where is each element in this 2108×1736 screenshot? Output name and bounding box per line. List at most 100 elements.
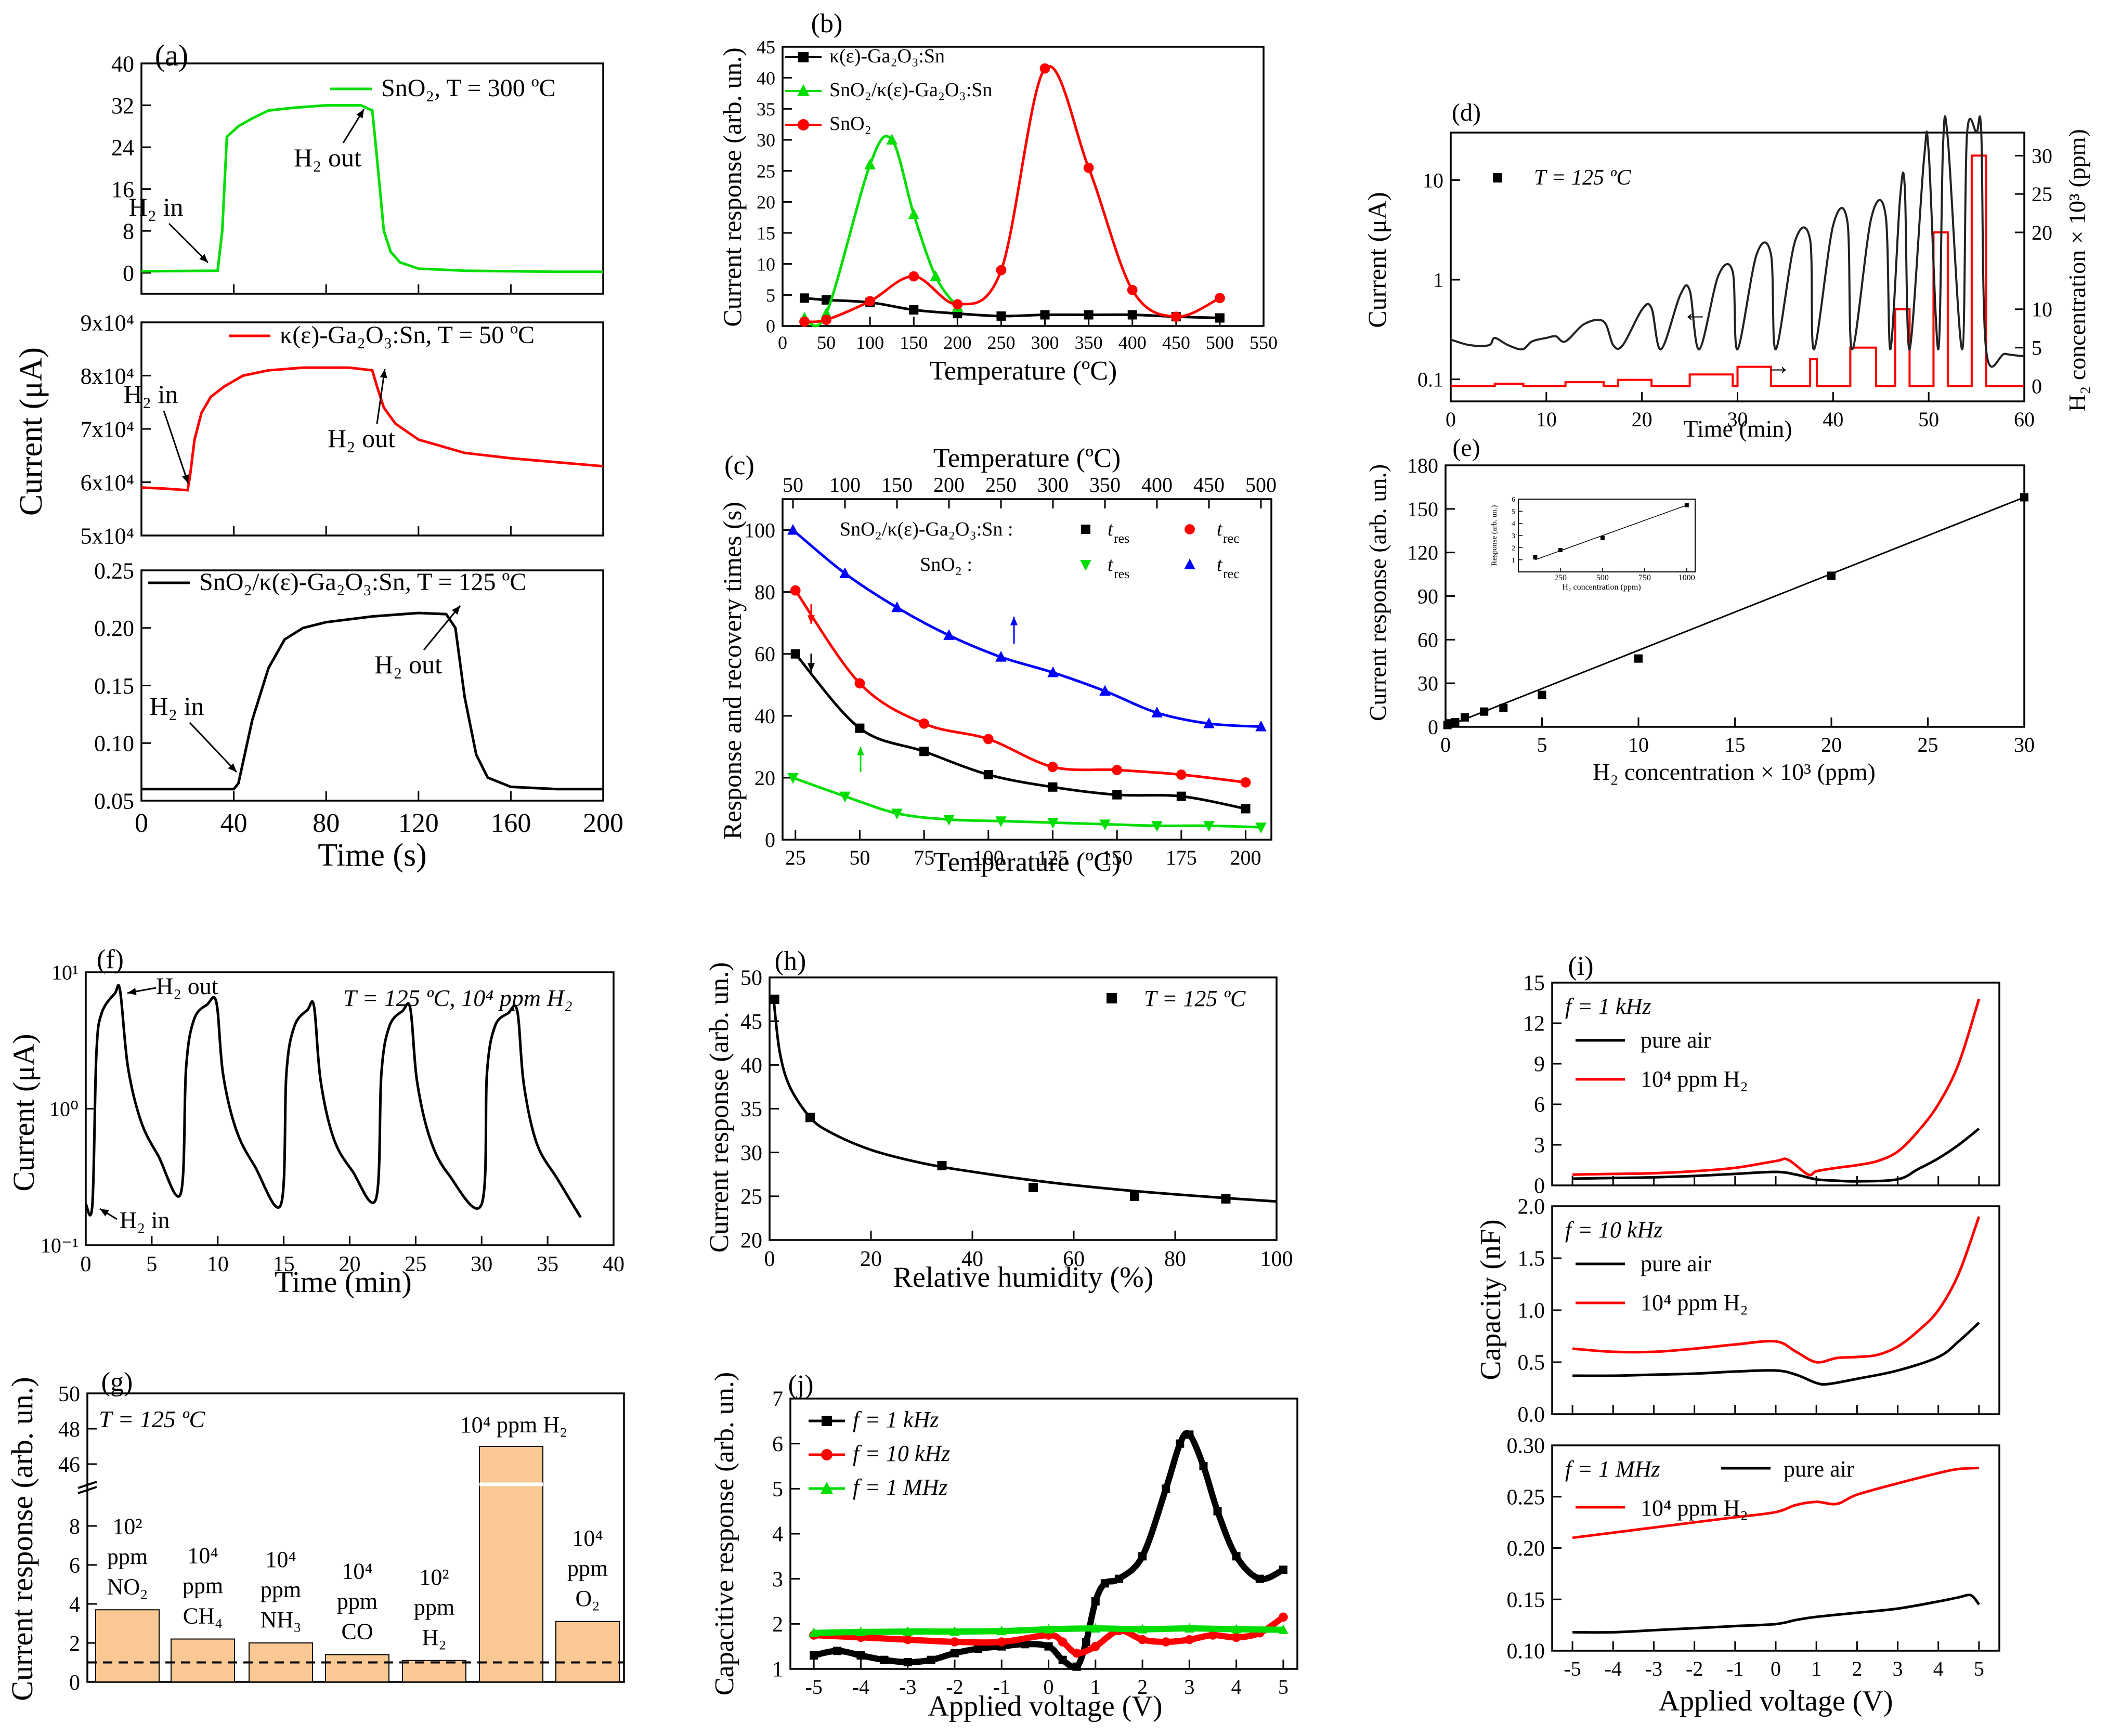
legend-group-label: SnO₂ : (920, 554, 972, 576)
y-tick-label: 10⁰ (49, 1098, 79, 1121)
x-tick-label: -1 (1726, 1657, 1743, 1680)
y-tick-label: 15 (757, 223, 775, 244)
data-point (1827, 571, 1836, 580)
data-point (790, 585, 801, 596)
y-tick-label: 35 (757, 99, 775, 120)
x-tick-label: 25 (405, 1252, 426, 1276)
y-tick-label: 16 (111, 177, 134, 202)
plot-frame-f (85, 971, 615, 1246)
data-point (1241, 804, 1251, 814)
x-tick-label: 30 (2014, 733, 2035, 756)
legend-label: SnO₂, T = 300 ºC (381, 74, 556, 102)
annotation-h2-in: H₂ in (150, 691, 204, 721)
y-tick-label: 60 (754, 643, 775, 666)
y-tick-label: 120 (1407, 541, 1438, 565)
x-tick-label: 80 (313, 808, 340, 838)
x-tick-label: -5 (1564, 1657, 1581, 1680)
series-line (1572, 1127, 1980, 1183)
inset-y-tick-label: 2 (1512, 544, 1515, 552)
x-tick-label: 2 (1137, 1675, 1148, 1699)
x-tick-label: 150 (1101, 846, 1133, 869)
y-tick-label: 0.0 (1518, 1403, 1545, 1427)
data-point (839, 567, 851, 578)
legend-label: 10⁴ ppm H₂ (1641, 1066, 1748, 1092)
y-tick-label: 30 (1417, 672, 1438, 695)
x-tick-label: 40 (961, 1247, 983, 1271)
x-tick-label: 400 (1118, 332, 1147, 353)
legend-subscript: res (1114, 566, 1129, 581)
x-tick-label: 10 (1628, 733, 1649, 756)
x-tick-label: 200 (943, 332, 971, 353)
panel-label-h: (h) (775, 946, 806, 976)
bar-category-label: O₂ (575, 1586, 600, 1611)
data-point (1082, 1638, 1090, 1646)
annotation-arrow (423, 605, 461, 650)
y-tick-label: 0.30 (1507, 1434, 1545, 1458)
series-line (141, 366, 604, 492)
top-x-tick-label: 300 (1037, 473, 1069, 497)
y-right-tick-label: 0 (2032, 374, 2042, 398)
y-tick-label: 0 (1428, 715, 1438, 739)
y-tick-label: 2.0 (1518, 1195, 1545, 1219)
data-point (1058, 1655, 1067, 1664)
bar-category-label: ppm (183, 1573, 223, 1599)
y-tick-label: 45 (757, 37, 775, 58)
fit-line (1445, 497, 2025, 728)
annotation-h2-out: H₂ out (156, 973, 218, 999)
data-point (950, 1637, 959, 1647)
legend-label: f = 1 kHz (853, 1407, 939, 1432)
y-right-tick-label: 25 (2032, 182, 2052, 206)
series-line (1572, 998, 1981, 1177)
legend-marker (822, 1416, 832, 1426)
y-tick-label: 0.5 (1518, 1351, 1545, 1375)
y-tick-label: 12 (1523, 1012, 1545, 1036)
axis-indicator-arrow-head (856, 747, 865, 755)
data-point (1176, 1439, 1185, 1448)
x-tick-label: 20 (339, 1252, 361, 1276)
legend-label: T = 125 ºC (99, 1406, 206, 1432)
x-tick-label: 40 (603, 1252, 624, 1276)
data-point (1138, 1552, 1147, 1561)
y-axis-label: Current (μA) (14, 347, 49, 516)
y-tick-label: 40 (757, 68, 775, 88)
x-tick-label: 100 (1260, 1247, 1293, 1271)
y-right-tick-label: 30 (2032, 144, 2052, 167)
data-point (927, 1655, 935, 1664)
data-point (1203, 821, 1215, 832)
data-point (1044, 1642, 1053, 1651)
y-tick-label: 6x10⁴ (81, 470, 134, 495)
legend-marker (1185, 524, 1195, 534)
data-point (1184, 1623, 1194, 1633)
bar (325, 1654, 389, 1682)
data-point (856, 1651, 865, 1660)
y-tick-label: 40 (754, 704, 775, 728)
y-tick-label: 5 (766, 285, 775, 306)
data-point (1047, 818, 1059, 829)
legend-label: SnO₂/κ(ε)-Ga₂O₃:Sn (829, 79, 992, 101)
bar-category-label: NH₃ (261, 1607, 302, 1633)
data-point (903, 1658, 912, 1666)
data-point (1099, 685, 1111, 696)
y-tick-label: 46 (58, 1453, 80, 1477)
legend-label: T = 125 ºC (1534, 166, 1631, 190)
x-tick-label: 15 (273, 1252, 295, 1276)
y-tick-label: 0.15 (1507, 1588, 1545, 1612)
y-axis-label-right: H₂ concentration × 10³ (ppm) (2064, 129, 2090, 412)
data-point (908, 208, 920, 219)
y-tick-label: 20 (754, 766, 775, 790)
top-x-tick-label: 500 (1245, 473, 1277, 497)
annotation-h2-out: H₂ out (328, 424, 395, 453)
data-point (1170, 311, 1181, 322)
x-tick-label: 30 (1727, 408, 1748, 431)
y-tick-label: 3 (1534, 1134, 1545, 1158)
annotation-arrow (189, 722, 238, 773)
legend-label: t (1217, 518, 1223, 540)
axis-break (77, 1486, 97, 1494)
y-axis-label: Current response (arb. un.) (5, 1377, 39, 1701)
annotation-h2-out: H₂ out (294, 143, 361, 172)
y-tick-label: 0 (69, 1671, 80, 1695)
left-axis-arrow: ← (1682, 298, 1708, 327)
annotation-arrow-head (127, 988, 137, 995)
data-point (1232, 1552, 1241, 1561)
